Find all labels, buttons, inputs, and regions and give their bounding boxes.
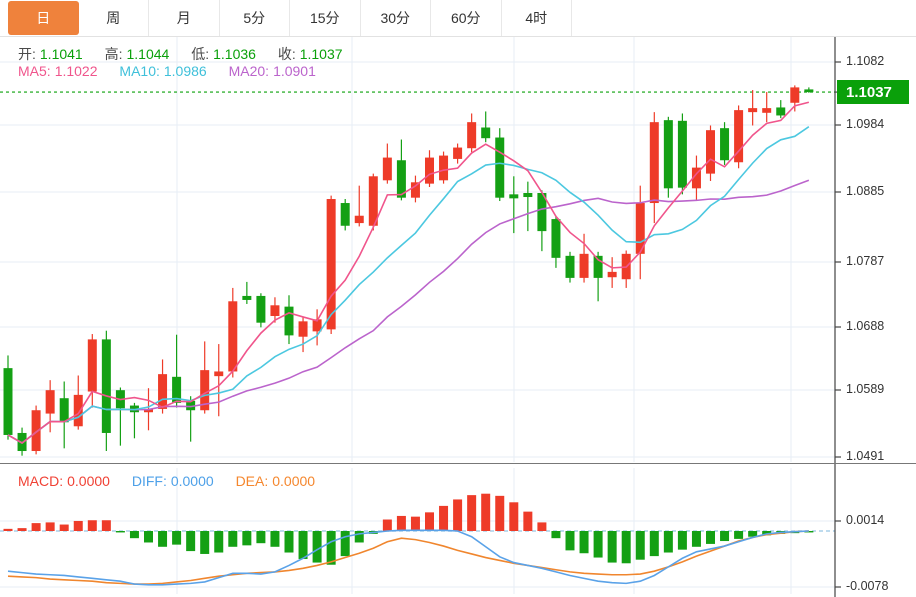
tab-4hour[interactable]: 4时 [502,0,572,36]
ma10-label: MA10: [119,63,160,79]
price-tick-label: 1.0984 [846,117,885,131]
price-tick-label: 1.0885 [846,184,885,198]
ma20-value: 1.0901 [273,63,316,79]
period-tabbar: 日 周 月 5分 15分 30分 60分 4时 [0,0,916,37]
price-tick-label: 1.0688 [846,319,885,333]
macd-tick-label: 0.0014 [846,513,885,527]
open-label: 开: [18,46,36,62]
pane-divider [0,463,916,464]
low-label: 低: [191,46,210,62]
diff-label: DIFF: [131,473,167,489]
tab-30min[interactable]: 30分 [361,0,431,36]
open-value: 1.1041 [39,46,83,62]
tab-60min[interactable]: 60分 [431,0,502,36]
tab-day[interactable]: 日 [8,1,79,35]
macd-readout: MACD: 0.0000 DIFF: 0.0000 DEA: 0.0000 [18,473,319,489]
ma5-value: 1.1022 [54,63,98,79]
low-value: 1.1036 [213,46,256,62]
dea-label: DEA: [235,473,269,489]
macd-label: MACD: [18,473,64,489]
close-label: 收: [277,46,296,62]
high-label: 高: [104,46,123,62]
price-tick-label: 1.0491 [846,449,885,463]
ma-readout: MA5: 1.1022 MA10: 1.0986 MA20: 1.0901 [18,63,320,79]
price-tick-label: 1.1082 [846,54,885,68]
price-tick-label: 1.0787 [846,254,885,268]
close-value: 1.1037 [299,46,343,62]
tab-week[interactable]: 周 [79,0,149,36]
ma5-label: MA5: [18,63,51,79]
tab-15min[interactable]: 15分 [290,0,361,36]
tab-month[interactable]: 月 [149,0,220,36]
ma20-label: MA20: [228,63,270,79]
high-value: 1.1044 [126,46,170,62]
macd-tick-label: -0.0078 [846,579,889,593]
price-tick-label: 1.0589 [846,382,885,396]
dea-value: 0.0000 [272,473,316,489]
macd-value: 0.0000 [67,473,110,489]
current-price-badge: 1.1037 [837,80,909,104]
diff-value: 0.0000 [170,473,214,489]
ma10-value: 1.0986 [163,63,207,79]
tab-5min[interactable]: 5分 [220,0,290,36]
ohlc-readout: 开: 1.1041 高: 1.1044 低: 1.1036 收: 1.1037 [18,44,347,64]
